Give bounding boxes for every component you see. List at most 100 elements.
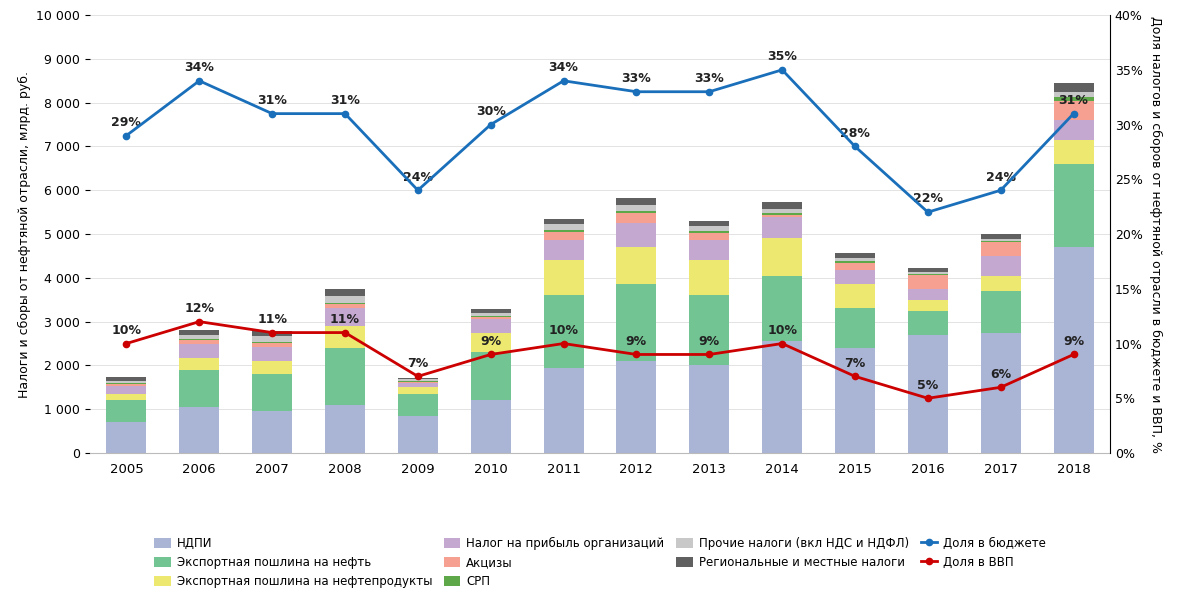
Bar	[252, 342, 292, 347]
Text: 9%: 9%	[1063, 335, 1084, 348]
Bar	[398, 394, 438, 416]
Legend: НДПИ, Экспортная пошлина на нефть, Экспортная пошлина на нефтепродукты, Налог на: НДПИ, Экспортная пошлина на нефть, Экспо…	[150, 533, 1050, 591]
Bar	[762, 215, 802, 217]
Доля в бюджете	[484, 121, 498, 128]
Bar	[908, 275, 948, 289]
Bar	[325, 348, 365, 405]
Text: 30%: 30%	[475, 105, 505, 118]
Bar	[252, 341, 292, 342]
Bar	[762, 213, 802, 215]
Bar	[689, 231, 730, 233]
Text: 31%: 31%	[1058, 94, 1088, 107]
Bar	[1054, 140, 1093, 164]
Bar	[470, 313, 511, 316]
Bar	[325, 304, 365, 307]
Bar	[1054, 83, 1093, 92]
Доля в ВВП	[119, 340, 133, 347]
Bar	[835, 262, 875, 263]
Bar	[835, 258, 875, 262]
Доля в ВВП	[1067, 351, 1081, 358]
Bar	[980, 234, 1021, 239]
Доля в ВВП	[265, 329, 280, 336]
Text: 9%: 9%	[480, 335, 502, 348]
Bar	[689, 233, 730, 240]
Bar	[980, 239, 1021, 241]
Text: 5%: 5%	[917, 379, 938, 391]
Bar	[470, 318, 511, 320]
Text: 10%: 10%	[548, 324, 578, 337]
Bar	[980, 242, 1021, 256]
Bar	[544, 225, 583, 230]
Bar	[980, 275, 1021, 291]
Bar	[835, 252, 875, 258]
Text: 33%: 33%	[622, 72, 652, 85]
Bar	[689, 365, 730, 453]
Bar	[980, 291, 1021, 333]
Text: 10%: 10%	[112, 324, 142, 337]
Доля в ВВП	[338, 329, 353, 336]
Доля в ВВП	[994, 384, 1008, 391]
Bar	[325, 326, 365, 348]
Bar	[107, 400, 146, 422]
Y-axis label: Налоги и сборы от нефтяной отрасли, млрд. руб.: Налоги и сборы от нефтяной отрасли, млрд…	[18, 71, 31, 397]
Text: 33%: 33%	[695, 72, 724, 85]
Text: 7%: 7%	[407, 356, 428, 370]
Text: 35%: 35%	[767, 50, 797, 63]
Доля в ВВП	[847, 373, 862, 380]
Bar	[1054, 120, 1093, 140]
Y-axis label: Доля налогов и сборов от нефтяной отрасли в бюджете и ВВП, %: Доля налогов и сборов от нефтяной отрасл…	[1150, 16, 1162, 452]
Bar	[325, 307, 365, 326]
Bar	[179, 341, 220, 344]
Bar	[617, 284, 656, 361]
Bar	[470, 352, 511, 400]
Text: 24%: 24%	[403, 170, 433, 184]
Text: 34%: 34%	[548, 61, 578, 74]
Bar	[544, 260, 583, 295]
Text: 34%: 34%	[185, 61, 215, 74]
Bar	[835, 263, 875, 271]
Bar	[470, 333, 511, 352]
Bar	[325, 289, 365, 296]
Bar	[470, 320, 511, 333]
Text: 29%: 29%	[112, 116, 142, 129]
Text: 22%: 22%	[913, 193, 943, 205]
Доля в бюджете	[265, 110, 280, 117]
Bar	[398, 378, 438, 379]
Text: 9%: 9%	[626, 335, 647, 348]
Доля в бюджете	[920, 208, 935, 216]
Bar	[762, 209, 802, 213]
Bar	[398, 382, 438, 384]
Bar	[179, 370, 220, 407]
Bar	[908, 300, 948, 310]
Bar	[544, 219, 583, 225]
Text: 11%: 11%	[330, 313, 360, 326]
Bar	[980, 241, 1021, 242]
Bar	[762, 239, 802, 275]
Bar	[980, 333, 1021, 453]
Bar	[1054, 92, 1093, 97]
Bar	[107, 386, 146, 394]
Bar	[617, 205, 656, 211]
Bar	[470, 309, 511, 313]
Text: 7%: 7%	[845, 356, 865, 370]
Доля в бюджете	[994, 187, 1008, 194]
Bar	[544, 368, 583, 453]
Доля в бюджете	[410, 187, 425, 194]
Bar	[179, 344, 220, 358]
Bar	[908, 310, 948, 335]
Bar	[835, 271, 875, 284]
Bar	[1054, 164, 1093, 247]
Доля в бюджете	[1067, 110, 1081, 117]
Bar	[179, 407, 220, 453]
Bar	[908, 268, 948, 272]
Bar	[470, 316, 511, 318]
Bar	[544, 230, 583, 232]
Text: 28%: 28%	[840, 127, 870, 140]
Bar	[252, 347, 292, 361]
Доля в бюджете	[702, 88, 716, 95]
Bar	[762, 202, 802, 209]
Bar	[689, 240, 730, 260]
Text: 10%: 10%	[767, 324, 797, 337]
Доля в ВВП	[410, 373, 425, 380]
Bar	[1054, 97, 1093, 101]
